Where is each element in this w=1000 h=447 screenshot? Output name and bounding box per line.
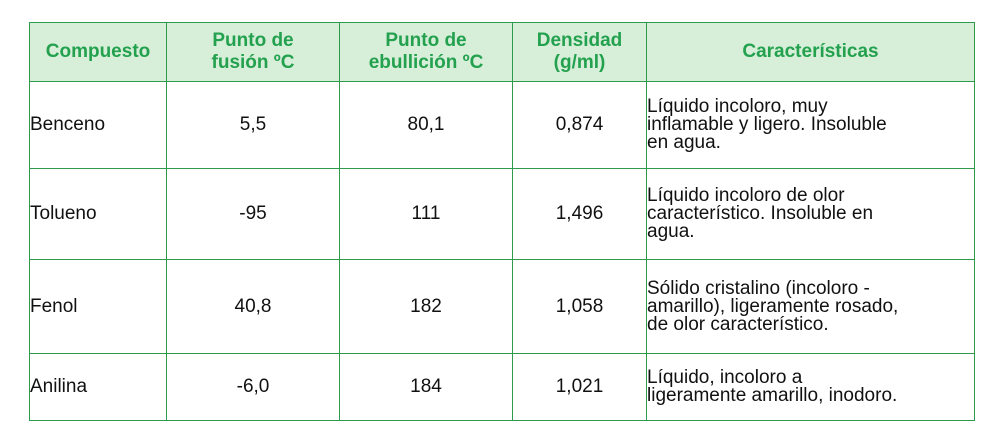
cell-compuesto: Tolueno <box>29 168 167 260</box>
table-row: Anilina -6,0 184 1,021 Líquido, incoloro… <box>29 353 975 421</box>
cell-punto-ebullicion: 182 <box>339 259 513 354</box>
cell-caracteristicas: Líquido incoloro, muy inflamable y ligero… <box>646 81 975 169</box>
header-densidad: Densidad (g/ml) <box>512 22 647 82</box>
cell-densidad: 0,874 <box>512 81 647 169</box>
cell-punto-fusion: -6,0 <box>166 353 340 421</box>
header-punto-ebullicion: Punto de ebullición ºC <box>339 22 513 82</box>
cell-punto-fusion: -95 <box>166 168 340 260</box>
cell-caracteristicas: Líquido incoloro de olor característico. … <box>646 168 975 260</box>
header-compuesto: Compuesto <box>29 22 167 82</box>
table-body: Benceno 5,5 80,1 0,874 Líquido incoloro,… <box>29 81 975 421</box>
header-caracteristicas: Características <box>646 22 975 82</box>
cell-punto-fusion: 5,5 <box>166 81 340 169</box>
cell-compuesto: Benceno <box>29 81 167 169</box>
cell-punto-ebullicion: 184 <box>339 353 513 421</box>
table-row: Benceno 5,5 80,1 0,874 Líquido incoloro,… <box>29 81 975 169</box>
cell-densidad: 1,058 <box>512 259 647 354</box>
cell-caracteristicas: Líquido, incoloro a ligeramente amarillo,… <box>646 353 975 421</box>
header-row: Compuesto Punto de fusión ºC Punto de ebul… <box>29 22 975 82</box>
cell-punto-ebullicion: 80,1 <box>339 81 513 169</box>
cell-densidad: 1,021 <box>512 353 647 421</box>
cell-punto-fusion: 40,8 <box>166 259 340 354</box>
properties-table: Compuesto Punto de fusión ºC Punto de ebul… <box>29 22 975 421</box>
cell-punto-ebullicion: 111 <box>339 168 513 260</box>
cell-compuesto: Fenol <box>29 259 167 354</box>
header-punto-fusion: Punto de fusión ºC <box>166 22 340 82</box>
table-header: Compuesto Punto de fusión ºC Punto de ebul… <box>29 22 975 82</box>
cell-densidad: 1,496 <box>512 168 647 260</box>
table-row: Fenol 40,8 182 1,058 Sólido cristalino (… <box>29 259 975 354</box>
table-row: Tolueno -95 111 1,496 Líquido incoloro d… <box>29 168 975 260</box>
cell-compuesto: Anilina <box>29 353 167 421</box>
cell-caracteristicas: Sólido cristalino (incoloro - amarillo), … <box>646 259 975 354</box>
